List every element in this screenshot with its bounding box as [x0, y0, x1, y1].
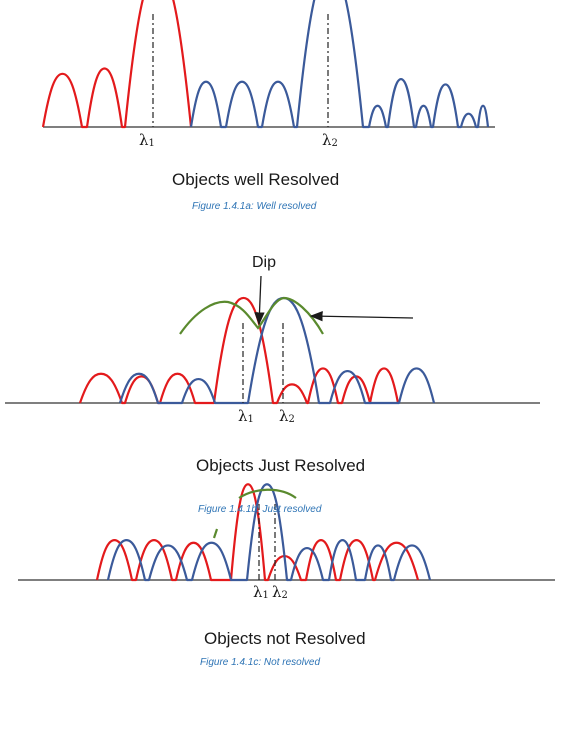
panel-c-caption: Figure 1.4.1c: Not resolved	[200, 657, 321, 668]
lambda2-label-c: λ2	[272, 583, 288, 601]
blue-pattern-b	[118, 296, 436, 405]
panel-b-caption: Figure 1.4.1b: Just resolved	[198, 504, 322, 515]
dip-label: Dip	[252, 254, 277, 271]
lambda1-label-b: λ1	[238, 407, 254, 425]
panel-a-title: Objects well Resolved	[172, 170, 340, 189]
panel-b-title: Objects Just Resolved	[196, 456, 366, 475]
panel-a-graphic	[41, 0, 495, 129]
panel-c-graphic	[18, 483, 555, 582]
red-pattern-b	[78, 296, 400, 405]
dip-arrow	[254, 275, 265, 326]
lambda2-label-b: λ2	[279, 407, 295, 425]
green-envelope-c	[238, 488, 297, 499]
blue-pattern-c	[106, 483, 432, 582]
envelope-arrow	[309, 311, 414, 322]
panel-a-caption: Figure 1.4.1a: Well resolved	[192, 201, 317, 212]
lambda2-label-a: λ2	[322, 131, 338, 149]
lambda1-label-c: λ1	[253, 583, 269, 601]
green-envelope-b	[179, 296, 324, 335]
red-pattern-c	[95, 483, 420, 582]
red-pattern-a	[41, 0, 193, 129]
panel-c-title: Objects not Resolved	[204, 629, 366, 648]
panel-b-graphic	[5, 275, 540, 405]
green-envelope-stub-c	[212, 528, 219, 539]
lambda1-label-a: λ1	[139, 131, 155, 149]
blue-pattern-a	[189, 0, 490, 129]
